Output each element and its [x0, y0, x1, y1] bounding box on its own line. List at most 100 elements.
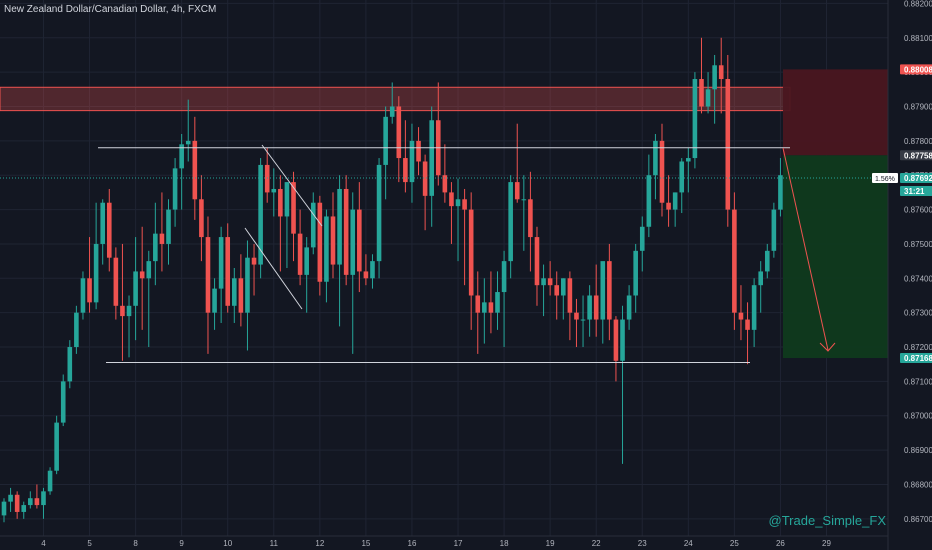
- candle-body[interactable]: [508, 182, 513, 262]
- candle-body[interactable]: [264, 164, 270, 193]
- candle-body[interactable]: [495, 292, 500, 313]
- candle-body[interactable]: [455, 199, 461, 207]
- candle-body[interactable]: [370, 261, 375, 279]
- candle-body[interactable]: [258, 164, 263, 265]
- candle-body[interactable]: [501, 261, 507, 293]
- candle-body[interactable]: [212, 288, 217, 313]
- candle-body[interactable]: [41, 491, 46, 506]
- candle-body[interactable]: [521, 199, 527, 201]
- candle-body[interactable]: [343, 188, 349, 275]
- time-axis[interactable]: 4 5 8 9 10 11 12 15 16 17 18 19 22 23 24 25 26 29: [0, 535, 888, 548]
- candle-body[interactable]: [403, 158, 408, 183]
- candle-body[interactable]: [120, 305, 125, 317]
- candle-body[interactable]: [633, 250, 638, 296]
- candle-body[interactable]: [653, 140, 658, 176]
- candle-body[interactable]: [547, 278, 553, 286]
- candle-body[interactable]: [153, 233, 158, 262]
- candle-body[interactable]: [725, 79, 731, 210]
- candle-body[interactable]: [593, 295, 599, 320]
- candle-body[interactable]: [686, 158, 691, 162]
- candle-body[interactable]: [626, 295, 632, 320]
- candle-body[interactable]: [738, 312, 744, 320]
- candle-body[interactable]: [541, 278, 546, 286]
- candle-body[interactable]: [429, 120, 434, 196]
- candle-body[interactable]: [1, 501, 7, 516]
- candle-body[interactable]: [100, 202, 105, 244]
- candle-body[interactable]: [21, 505, 27, 512]
- candle-body[interactable]: [468, 209, 474, 296]
- candle-body[interactable]: [350, 209, 356, 275]
- candle-body[interactable]: [106, 202, 112, 258]
- candle-body[interactable]: [646, 175, 652, 227]
- candle-body[interactable]: [600, 261, 606, 320]
- candle-body[interactable]: [409, 140, 415, 183]
- candle-body[interactable]: [113, 257, 119, 306]
- candle-body[interactable]: [60, 381, 66, 423]
- wedge-lower-line[interactable]: [244, 227, 303, 310]
- candle-body[interactable]: [192, 140, 198, 200]
- candle-body[interactable]: [185, 140, 191, 145]
- candle-body[interactable]: [449, 192, 454, 207]
- candle-body[interactable]: [488, 302, 494, 313]
- candle-body[interactable]: [67, 347, 73, 382]
- candle-body[interactable]: [528, 199, 533, 238]
- candle-body[interactable]: [416, 140, 421, 162]
- candle-body[interactable]: [613, 319, 619, 361]
- candle-body[interactable]: [639, 226, 645, 251]
- candle-body[interactable]: [567, 278, 573, 313]
- candle-body[interactable]: [561, 278, 566, 296]
- candle-body[interactable]: [679, 161, 685, 193]
- take-profit-zone[interactable]: [783, 155, 888, 359]
- candle-body[interactable]: [225, 237, 231, 306]
- candle-body[interactable]: [172, 168, 178, 210]
- candle-body[interactable]: [330, 216, 336, 265]
- candle-body[interactable]: [587, 295, 592, 320]
- candle-body[interactable]: [74, 312, 79, 348]
- candle-body[interactable]: [47, 470, 53, 492]
- candle-body[interactable]: [324, 216, 329, 282]
- candle-body[interactable]: [699, 79, 704, 107]
- candle-body[interactable]: [554, 285, 560, 296]
- candle-body[interactable]: [232, 278, 237, 306]
- candle-body[interactable]: [758, 271, 763, 286]
- candle-body[interactable]: [238, 278, 244, 313]
- candle-body[interactable]: [514, 182, 520, 200]
- candle-body[interactable]: [462, 199, 467, 210]
- candle-body[interactable]: [534, 237, 540, 286]
- candle-body[interactable]: [199, 199, 204, 238]
- candle-body[interactable]: [659, 140, 665, 203]
- candle-body[interactable]: [363, 271, 369, 279]
- candle-body[interactable]: [712, 65, 717, 90]
- candle-body[interactable]: [179, 144, 184, 169]
- candles[interactable]: [1, 37, 783, 523]
- candle-body[interactable]: [271, 188, 277, 193]
- candle-body[interactable]: [666, 202, 671, 210]
- candle-body[interactable]: [310, 202, 316, 248]
- candle-body[interactable]: [475, 295, 481, 313]
- candle-body[interactable]: [133, 271, 138, 306]
- candle-body[interactable]: [304, 247, 309, 275]
- candle-body[interactable]: [28, 498, 33, 506]
- candle-body[interactable]: [383, 116, 388, 165]
- candle-body[interactable]: [442, 175, 448, 193]
- candle-body[interactable]: [297, 233, 303, 275]
- wedge-upper-line[interactable]: [261, 144, 323, 227]
- candle-body[interactable]: [8, 494, 13, 502]
- candle-body[interactable]: [291, 182, 296, 234]
- candle-body[interactable]: [751, 285, 757, 330]
- candle-body[interactable]: [718, 65, 724, 80]
- candle-body[interactable]: [87, 278, 92, 303]
- candle-body[interactable]: [34, 498, 40, 506]
- candle-body[interactable]: [692, 79, 698, 159]
- candle-body[interactable]: [146, 261, 152, 279]
- projection-arrow[interactable]: [782, 147, 829, 351]
- candle-body[interactable]: [705, 89, 711, 107]
- candle-body[interactable]: [284, 182, 290, 217]
- candle-body[interactable]: [14, 494, 20, 512]
- candle-body[interactable]: [607, 261, 612, 320]
- candle-body[interactable]: [422, 161, 428, 196]
- candle-body[interactable]: [278, 188, 283, 217]
- candle-body[interactable]: [778, 175, 783, 210]
- candle-body[interactable]: [396, 106, 402, 159]
- resistance-zone[interactable]: [0, 86, 791, 112]
